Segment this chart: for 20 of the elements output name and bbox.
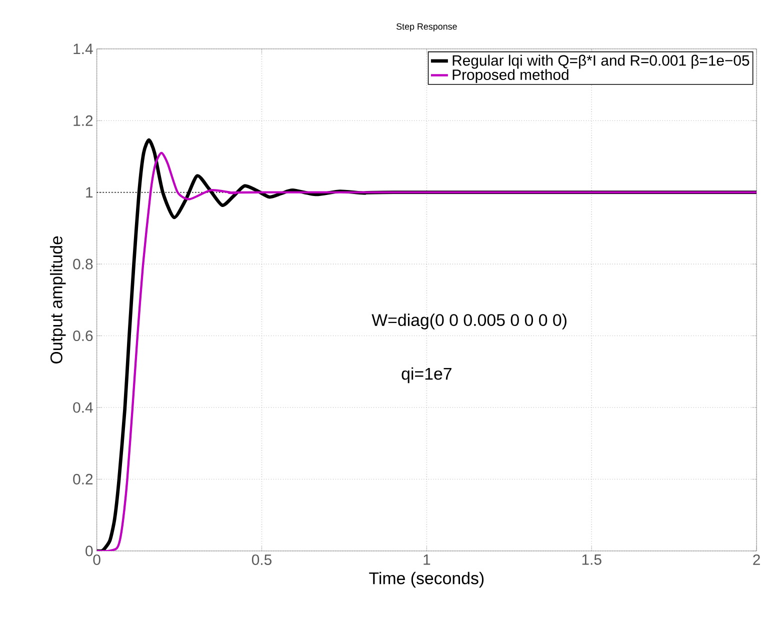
y-tick-label: 0.6 (73, 330, 93, 342)
y-tick-label: 1.4 (74, 44, 93, 54)
x-tick-label: 0 (93, 554, 100, 566)
annotation: W=diag(0 0 0.005 0 0 0 0) (372, 314, 566, 330)
x-tick-label: 1.5 (582, 554, 602, 565)
legend-label: Proposed method (452, 69, 568, 84)
y-tick-label: 1.2 (74, 116, 93, 126)
x-tick-label: 0.5 (252, 554, 272, 566)
y-tick-label: 0.8 (73, 258, 93, 270)
y-tick-label: 1 (86, 187, 93, 198)
legend-label: Regular lqi with Q=β*I and R=0.001 β=1e−05 (452, 54, 750, 69)
x-axis-title: Time (seconds) (369, 572, 484, 588)
x-tick-label: 1 (424, 554, 430, 565)
y-tick-label: 0.4 (73, 402, 93, 413)
x-tick-label: 2 (753, 554, 760, 565)
y-tick-label: 0 (86, 546, 93, 556)
y-tick-label: 0.2 (73, 474, 93, 485)
annotation: qi=1e7 (402, 367, 452, 384)
y-axis-title: Output amplitude (50, 236, 66, 364)
chart-title: Step Response (396, 23, 457, 32)
